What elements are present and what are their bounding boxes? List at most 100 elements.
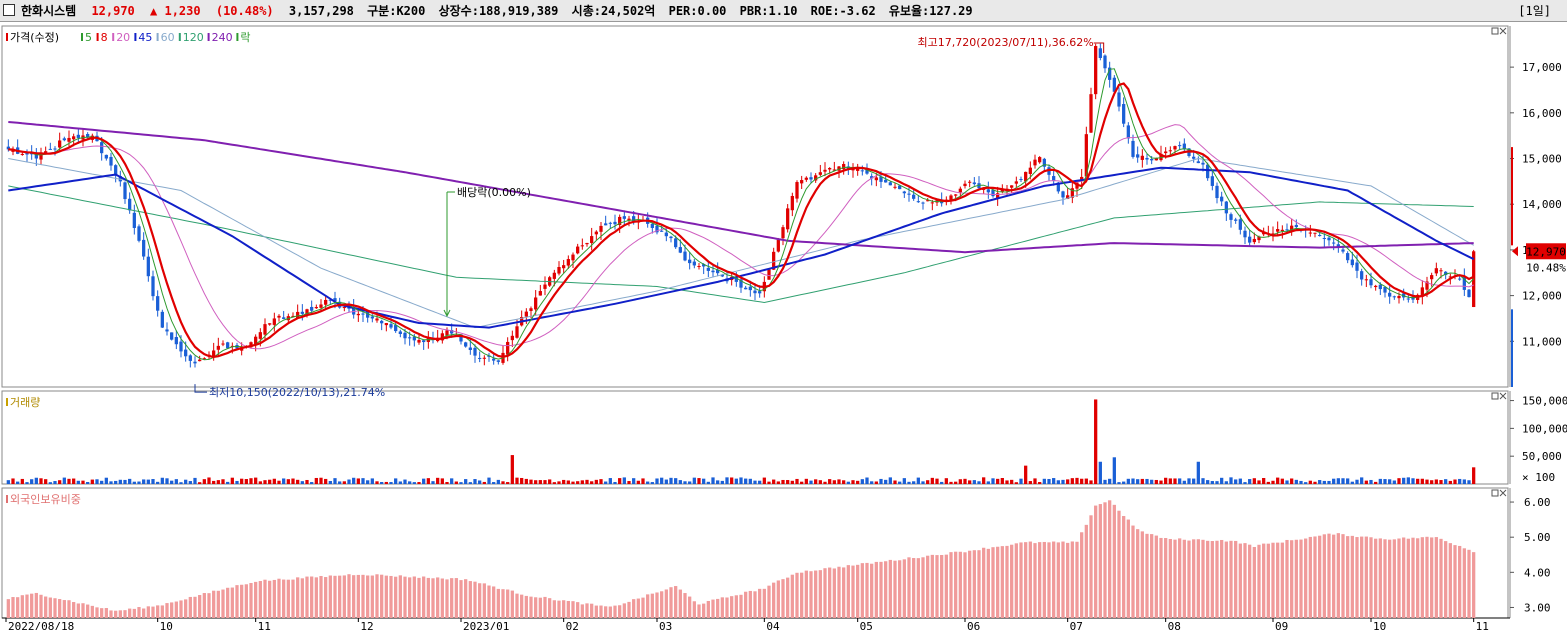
candle-body	[188, 355, 192, 361]
candle-body	[823, 169, 827, 172]
foreign-bar	[114, 610, 118, 618]
candle-body	[1206, 164, 1210, 179]
volume-bar	[305, 479, 309, 484]
foreign-bar	[81, 603, 85, 618]
volume-bar	[487, 477, 491, 484]
candle-body	[1425, 281, 1429, 290]
foreign-tick-label: 4.00	[1524, 566, 1551, 579]
candle-body	[571, 254, 575, 261]
volume-bar	[510, 455, 514, 484]
foreign-bar	[412, 576, 416, 618]
foreign-bar	[781, 579, 785, 618]
foreign-bar	[1257, 544, 1261, 618]
candle-body	[356, 313, 360, 316]
foreign-bar	[814, 570, 818, 618]
candle-body	[1052, 176, 1056, 181]
foreign-bar	[1411, 537, 1415, 618]
foreign-bar	[328, 575, 332, 618]
candle-body	[417, 339, 421, 343]
candle-body	[1024, 171, 1028, 182]
volume-bar	[300, 481, 304, 484]
legend-label-price: 가격(수정)	[10, 31, 59, 44]
foreign-bar	[300, 578, 304, 618]
foreign-bar	[142, 608, 146, 618]
candle-body	[655, 225, 659, 233]
foreign-bar	[1467, 549, 1471, 618]
volume-bar	[706, 481, 710, 484]
candle-body	[898, 185, 902, 190]
foreign-bar	[529, 596, 533, 618]
select-checkbox[interactable]	[3, 4, 15, 16]
foreign-bar	[1047, 542, 1051, 618]
foreign-bar	[940, 555, 944, 618]
foreign-bar	[1350, 535, 1354, 618]
volume-bar	[888, 477, 892, 484]
foreign-bar	[697, 604, 701, 618]
volume-bar	[613, 481, 617, 484]
foreign-bar	[734, 595, 738, 618]
volume-bar	[44, 479, 48, 484]
candle-body	[604, 223, 608, 226]
foreign-bar	[193, 596, 197, 618]
foreign-bar	[991, 547, 995, 618]
candle-body	[1168, 150, 1172, 152]
volume-bar	[324, 478, 328, 484]
volume-bar	[226, 481, 230, 484]
candle-body	[1364, 279, 1368, 281]
candle-body	[1243, 230, 1247, 238]
foreign-bar	[39, 594, 43, 618]
price-tick-label: 12,000	[1522, 290, 1562, 303]
volume-bar	[496, 479, 500, 484]
foreign-bar	[762, 588, 766, 618]
candle-body	[1229, 214, 1233, 220]
foreign-bar	[935, 555, 939, 618]
foreign-bar	[1168, 538, 1172, 618]
volume-bar	[16, 481, 20, 484]
volume-bar	[1369, 479, 1373, 484]
candle-body	[1210, 176, 1214, 186]
foreign-bar	[310, 576, 314, 618]
candle-body	[1360, 271, 1364, 280]
candle-body	[1150, 159, 1154, 161]
foreign-bar	[468, 581, 472, 618]
candle-body	[674, 238, 678, 248]
volume-bar	[1010, 479, 1014, 484]
candle-body	[473, 347, 477, 356]
foreign-bar	[25, 594, 29, 618]
candle-body	[594, 231, 598, 235]
candle-body	[1010, 185, 1014, 188]
volume-bar	[1094, 399, 1098, 484]
candle-body	[412, 336, 416, 341]
candle-body	[459, 334, 463, 342]
candle-body	[1178, 145, 1182, 147]
candle-body	[664, 232, 668, 237]
foreign-bar	[184, 599, 188, 618]
foreign-bar	[160, 605, 164, 618]
volume-unit-label: × 100	[1522, 471, 1555, 484]
volume-bar	[142, 479, 146, 484]
foreign-bar	[669, 587, 673, 618]
foreign-bar	[1108, 500, 1112, 618]
volume-bar	[1122, 481, 1126, 484]
period-selector[interactable]: [1일]	[1518, 4, 1551, 18]
candle-body	[1280, 229, 1284, 232]
foreign-bar	[1192, 539, 1196, 618]
foreign-bar	[291, 579, 295, 618]
volume-bar	[622, 477, 626, 484]
foreign-bar	[496, 588, 500, 618]
candle-body	[1014, 181, 1018, 184]
volume-bar	[725, 477, 729, 484]
foreign-bar	[548, 598, 552, 618]
foreign-bar	[1397, 538, 1401, 618]
foreign-bar	[305, 576, 309, 618]
low-price-annotation: 최저10,150(2022/10/13),21.74%	[209, 386, 385, 399]
candle-body	[128, 198, 132, 211]
candle-body	[627, 218, 631, 221]
candle-body	[576, 246, 580, 254]
dividend-annotation: 배당락(0.00%)	[457, 186, 531, 199]
candle-body	[1350, 259, 1354, 266]
candle-body	[422, 340, 426, 343]
volume-bar	[692, 477, 696, 484]
candle-body	[1215, 185, 1219, 199]
foreign-bar	[1103, 502, 1107, 618]
